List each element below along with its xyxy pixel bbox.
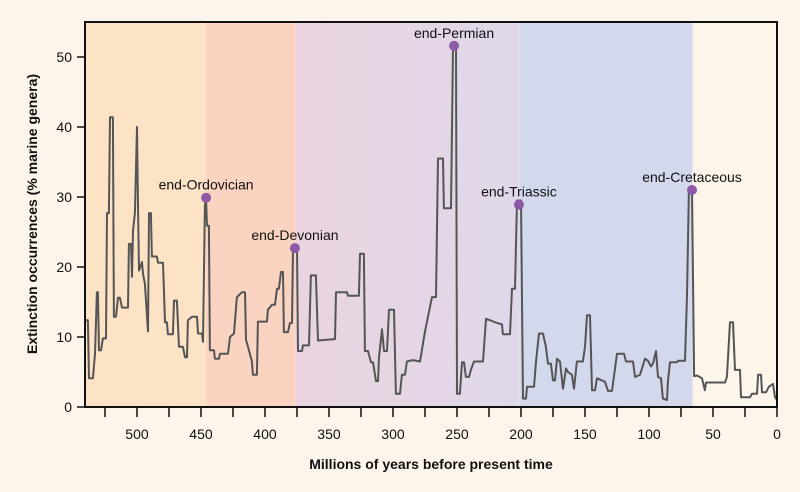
period-band-2 bbox=[295, 22, 520, 407]
y-tick-label: 0 bbox=[64, 399, 72, 415]
x-tick-label: 400 bbox=[253, 426, 277, 442]
period-band-3 bbox=[519, 22, 693, 407]
x-tick-label: 500 bbox=[125, 426, 149, 442]
x-tick-label: 50 bbox=[705, 426, 721, 442]
extinction-event-label: end-Triassic bbox=[481, 184, 557, 200]
extinction-event-label: end-Devonian bbox=[251, 227, 338, 243]
y-tick-label: 30 bbox=[56, 189, 72, 205]
extinction-event-label: end-Ordovician bbox=[159, 177, 254, 193]
y-axis: 0 10 20 30 40 50 bbox=[56, 49, 85, 415]
y-tick-label: 10 bbox=[56, 329, 72, 345]
x-tick-label: 150 bbox=[573, 426, 597, 442]
extinction-event-marker bbox=[201, 192, 212, 203]
annotation-layer: end-Ordovician end-Devonian end-Permian end… bbox=[159, 25, 742, 254]
x-tick-label: 0 bbox=[773, 426, 781, 442]
x-tick-label: 250 bbox=[445, 426, 469, 442]
y-tick-label: 20 bbox=[56, 259, 72, 275]
extinction-event-marker bbox=[513, 199, 524, 210]
y-tick-label: 40 bbox=[56, 119, 72, 135]
y-axis-title: Extinction occurrences (% marine genera) bbox=[24, 74, 40, 354]
x-tick-label: 350 bbox=[317, 426, 341, 442]
x-axis-title: Millions of years before present time bbox=[309, 456, 553, 472]
extinction-event-marker bbox=[289, 243, 300, 254]
extinction-event-marker bbox=[687, 185, 698, 195]
x-tick-label: 200 bbox=[509, 426, 533, 442]
period-bands bbox=[85, 22, 777, 407]
x-tick-label: 100 bbox=[637, 426, 661, 442]
x-axis: 500 450 400 350 300 250 200 150 100 50 0 bbox=[104, 407, 781, 442]
extinction-event-marker bbox=[449, 40, 460, 51]
period-band-0 bbox=[85, 22, 207, 407]
plot-frame bbox=[84, 21, 778, 408]
y-tick-label: 50 bbox=[56, 49, 72, 65]
extinction-event-label: end-Permian bbox=[414, 25, 494, 41]
x-tick-label: 300 bbox=[381, 426, 405, 442]
extinction-rate-line bbox=[85, 46, 778, 401]
extinction-event-label: end-Cretaceous bbox=[642, 169, 742, 185]
period-band-1 bbox=[206, 22, 296, 407]
x-tick-label: 450 bbox=[189, 426, 213, 442]
series-layer bbox=[85, 46, 778, 401]
